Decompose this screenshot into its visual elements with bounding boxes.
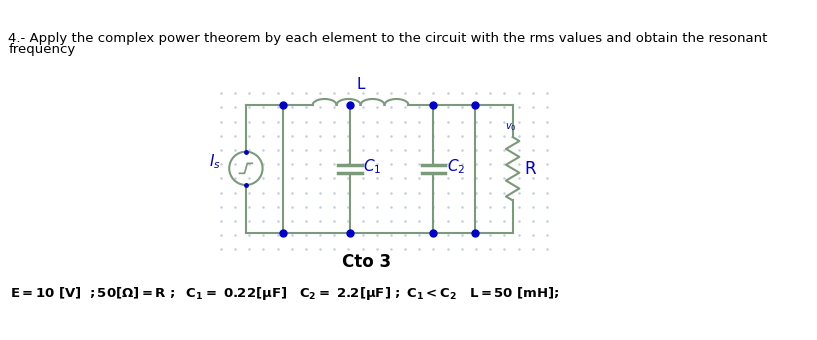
Text: $C_1$: $C_1$ [364, 158, 382, 176]
Text: Cto 3: Cto 3 [342, 253, 391, 271]
Text: 4.- Apply the complex power theorem by each element to the circuit with the rms : 4.- Apply the complex power theorem by e… [8, 32, 768, 46]
Text: $v_0$: $v_0$ [505, 121, 517, 133]
Text: R: R [525, 160, 536, 178]
Text: frequency: frequency [8, 43, 76, 56]
Text: $\mathbf{E=10\ [V]\ \ ;50[\Omega]=R\ ;\ \ C_1=\ 0.22[\mu F]\ \ \ C_2=\ 2.2[\mu F: $\mathbf{E=10\ [V]\ \ ;50[\Omega]=R\ ;\ … [10, 285, 560, 302]
Text: L: L [356, 76, 364, 92]
Text: $C_2$: $C_2$ [447, 158, 465, 176]
Text: $I_s$: $I_s$ [209, 152, 221, 171]
